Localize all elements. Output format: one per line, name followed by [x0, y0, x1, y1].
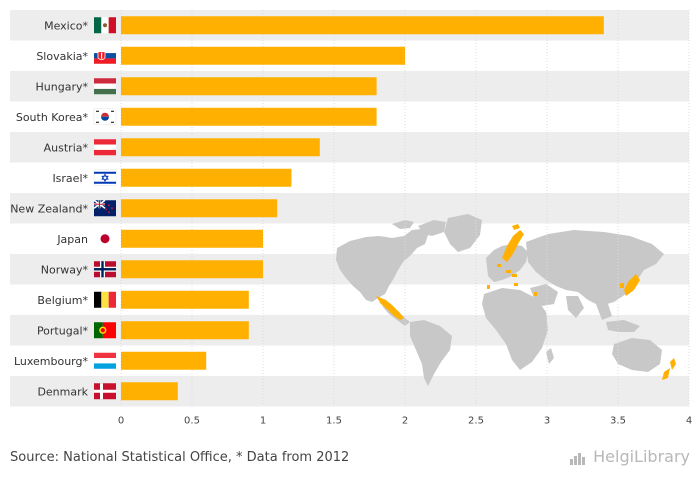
bar: [121, 46, 405, 65]
x-tick-label: 0: [118, 416, 124, 427]
bar: [121, 168, 292, 187]
category-label: Luxembourg*: [14, 355, 89, 368]
brand-logo: HelgiLibrary: [569, 447, 690, 466]
new-zealand-highlight: [670, 358, 676, 370]
bar-chart-icon: [569, 450, 587, 465]
bar: [121, 321, 249, 340]
mexico-highlight: [376, 296, 404, 320]
x-tick-label: 3.5: [610, 416, 626, 427]
x-tick-label: 4: [686, 416, 692, 427]
luxembourg-flag-icon: [94, 352, 116, 369]
bar: [121, 290, 249, 309]
austria-flag-icon: [94, 139, 116, 156]
bar: [121, 138, 320, 157]
belgium-flag-icon: [94, 291, 116, 308]
new-zealand-flag-icon: [93, 199, 116, 217]
category-label: Mexico*: [44, 19, 88, 32]
bars: [121, 16, 604, 401]
x-tick-label: 0.5: [184, 416, 200, 427]
x-tick-label: 1.5: [326, 416, 342, 427]
bar: [121, 16, 604, 35]
category-label: Hungary*: [36, 80, 89, 93]
japan-highlight: [624, 274, 640, 296]
category-label: Slovakia*: [36, 50, 88, 63]
country-flags: [93, 17, 117, 400]
category-label: New Zealand*: [10, 202, 88, 215]
norway-flag-icon: [94, 261, 116, 278]
denmark-flag-icon: [94, 383, 116, 400]
source-note: Source: National Statistical Office, * D…: [10, 450, 350, 465]
bar: [121, 77, 377, 96]
japan-flag-icon: [94, 230, 116, 247]
norway-highlight: [502, 230, 524, 262]
bar: [121, 351, 207, 370]
south-korea-flag-icon: [93, 108, 117, 125]
slovakia-flag-icon: [94, 47, 116, 64]
portugal-flag-icon: [94, 322, 116, 339]
bar: [121, 199, 278, 218]
bar: [121, 260, 263, 279]
x-tick-label: 2.5: [468, 416, 484, 427]
category-label: Israel*: [52, 172, 88, 185]
bar: [121, 229, 263, 248]
category-label: Portugal*: [37, 324, 89, 337]
category-label: Norway*: [41, 263, 89, 276]
category-label: Denmark: [37, 385, 88, 398]
x-tick-label: 3: [544, 416, 550, 427]
x-tick-labels: 0 0.5 1 1.5 2 2.5 3 3.5 4: [118, 416, 692, 427]
hungary-flag-icon: [94, 78, 116, 95]
category-label: Belgium*: [37, 294, 88, 307]
israel-flag-icon: [93, 169, 117, 186]
x-tick-label: 1: [260, 416, 266, 427]
category-label: Austria*: [44, 141, 89, 154]
x-tick-label: 2: [402, 416, 408, 427]
world-map-icon: [336, 214, 676, 386]
brand-name: HelgiLibrary: [593, 447, 690, 466]
bar: [121, 107, 377, 126]
category-labels: Mexico* Slovakia* Hungary* South Korea* Aust…: [10, 19, 88, 398]
category-label: South Korea*: [16, 111, 89, 124]
mexico-flag-icon: [94, 17, 116, 34]
bar: [121, 382, 178, 401]
category-label: Japan: [56, 233, 88, 246]
